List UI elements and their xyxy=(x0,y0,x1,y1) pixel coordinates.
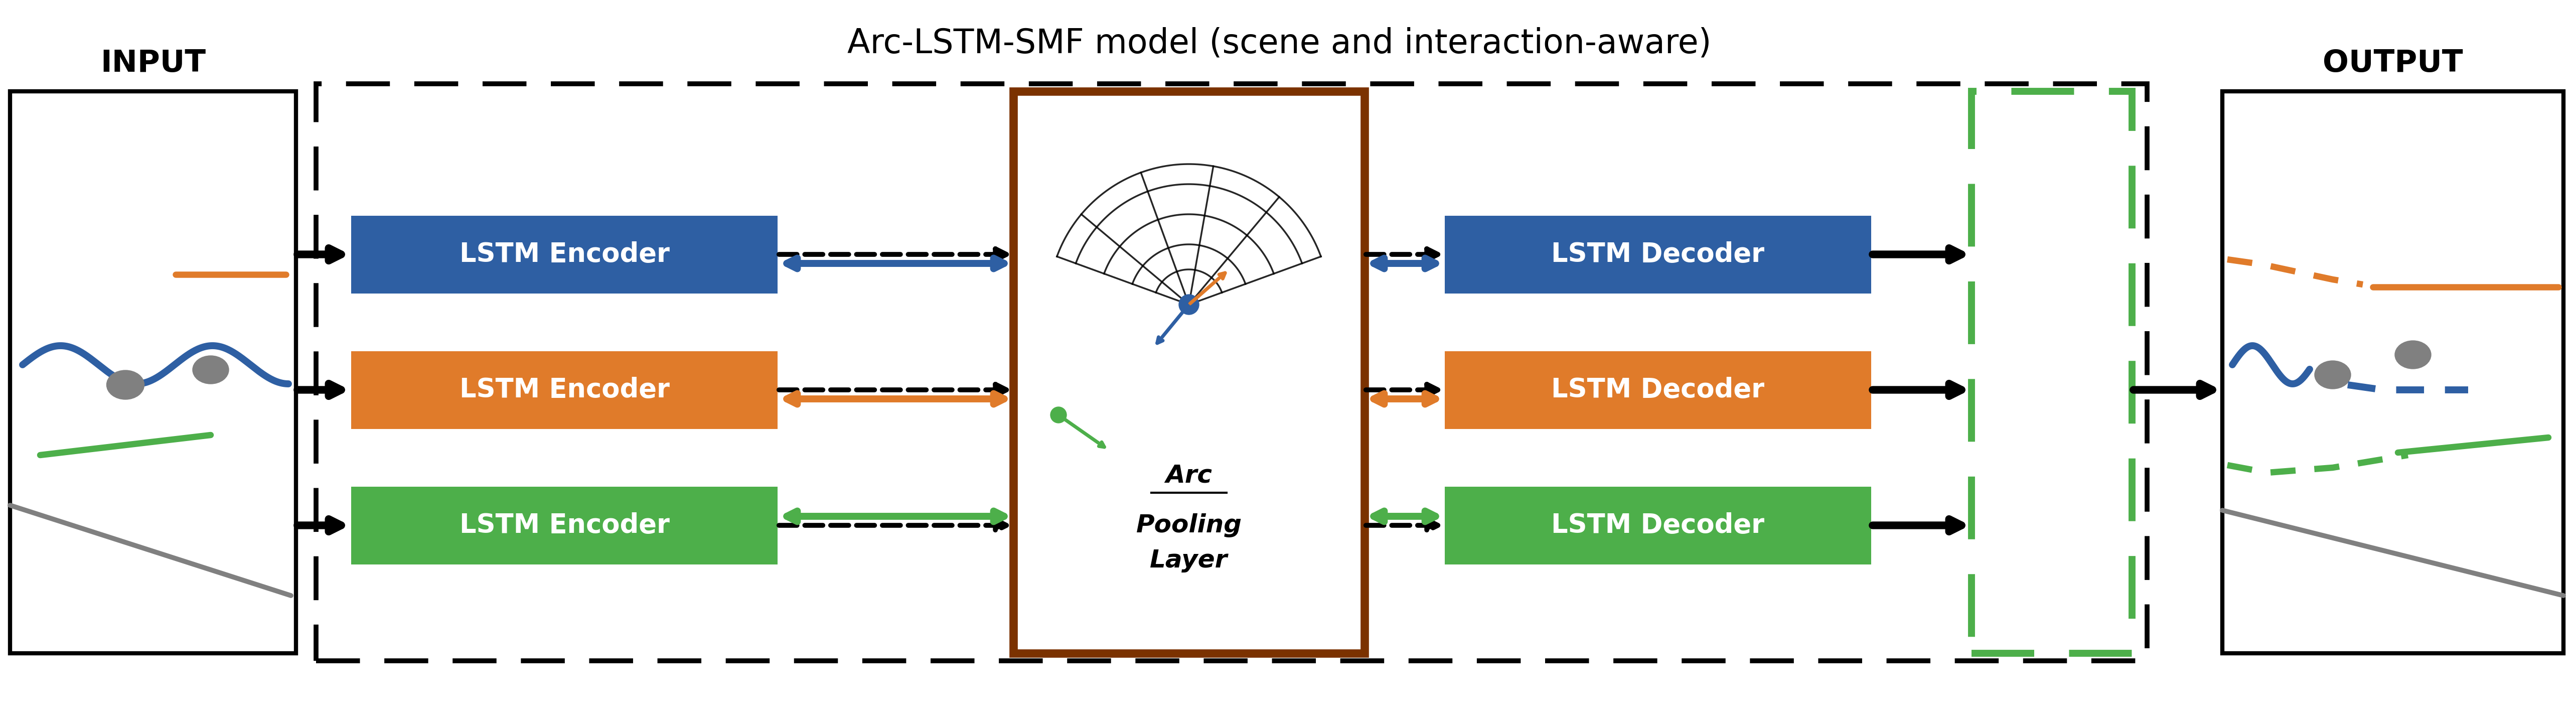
Bar xyxy=(1012,92,1365,653)
Ellipse shape xyxy=(2396,341,2432,369)
Circle shape xyxy=(1180,294,1198,314)
Ellipse shape xyxy=(106,370,144,400)
Text: INPUT: INPUT xyxy=(100,49,206,79)
Circle shape xyxy=(1051,407,1066,423)
Text: Layer: Layer xyxy=(1149,548,1229,573)
Ellipse shape xyxy=(2316,361,2352,389)
Bar xyxy=(1445,351,1870,429)
Bar xyxy=(1971,92,2133,653)
Text: OUTPUT: OUTPUT xyxy=(2324,49,2463,79)
Text: Arc-LSTM-SMF model (scene and interaction-aware): Arc-LSTM-SMF model (scene and interactio… xyxy=(848,27,1710,60)
Text: Sparse Motion Fields: Sparse Motion Fields xyxy=(2040,236,2063,508)
Text: Pooling: Pooling xyxy=(1136,513,1242,538)
Text: LSTM Encoder: LSTM Encoder xyxy=(459,377,670,403)
Text: LSTM Decoder: LSTM Decoder xyxy=(1551,377,1765,403)
Bar xyxy=(350,216,778,294)
Bar xyxy=(350,351,778,429)
Ellipse shape xyxy=(193,356,229,384)
Bar xyxy=(10,92,296,653)
Bar xyxy=(350,486,778,564)
Text: Arc: Arc xyxy=(1164,463,1213,487)
Bar xyxy=(2223,92,2563,653)
Bar xyxy=(317,84,2146,661)
Text: LSTM Encoder: LSTM Encoder xyxy=(459,241,670,268)
Bar xyxy=(1445,486,1870,564)
Text: LSTM Decoder: LSTM Decoder xyxy=(1551,241,1765,268)
Bar xyxy=(1445,216,1870,294)
Text: LSTM Decoder: LSTM Decoder xyxy=(1551,512,1765,538)
Text: LSTM Encoder: LSTM Encoder xyxy=(459,512,670,538)
